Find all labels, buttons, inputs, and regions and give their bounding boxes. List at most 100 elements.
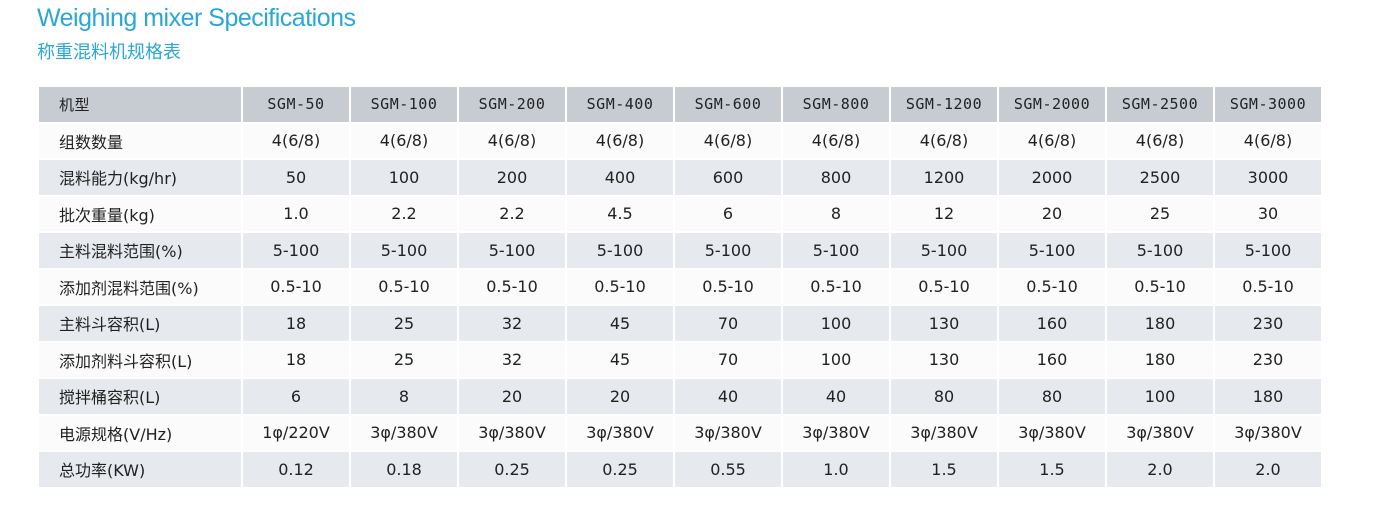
- value-cell: 5-100: [243, 233, 349, 268]
- table-row: 混料能力(kg/hr) 50 100 200 400 600 800 1200 2000 2500…: [39, 160, 1321, 195]
- value-cell: 0.5-10: [783, 269, 889, 304]
- value-cell: 1.0: [783, 452, 889, 487]
- value-cell: 1.5: [891, 452, 997, 487]
- value-cell: 2.0: [1107, 452, 1213, 487]
- value-cell: 4(6/8): [675, 123, 781, 158]
- value-cell: 0.5-10: [243, 269, 349, 304]
- row-label-cell: 电源规格(V/Hz): [39, 415, 241, 450]
- table-row: 批次重量(kg) 1.0 2.2 2.2 4.5 6 8 12 20 25 30: [39, 196, 1321, 231]
- value-cell: 180: [1107, 342, 1213, 377]
- value-cell: 4(6/8): [567, 123, 673, 158]
- value-cell: 4(6/8): [1107, 123, 1213, 158]
- header-model-cell: SGM-200: [459, 87, 565, 122]
- value-cell: 100: [1107, 379, 1213, 414]
- value-cell: 45: [567, 306, 673, 341]
- page-title-en: Weighing mixer Specifications: [37, 4, 356, 32]
- row-label-cell: 搅拌桶容积(L): [39, 379, 241, 414]
- value-cell: 80: [999, 379, 1105, 414]
- header-model-cell: SGM-3000: [1215, 87, 1321, 122]
- value-cell: 8: [783, 196, 889, 231]
- value-cell: 0.25: [459, 452, 565, 487]
- table-row: 主料斗容积(L) 18 25 32 45 70 100 130 160 180 230: [39, 306, 1321, 341]
- value-cell: 45: [567, 342, 673, 377]
- value-cell: 2000: [999, 160, 1105, 195]
- value-cell: 40: [783, 379, 889, 414]
- value-cell: 5-100: [1107, 233, 1213, 268]
- value-cell: 2.0: [1215, 452, 1321, 487]
- value-cell: 230: [1215, 342, 1321, 377]
- value-cell: 5-100: [459, 233, 565, 268]
- value-cell: 2500: [1107, 160, 1213, 195]
- value-cell: 0.5-10: [351, 269, 457, 304]
- value-cell: 800: [783, 160, 889, 195]
- value-cell: 4(6/8): [351, 123, 457, 158]
- value-cell: 3φ/380V: [459, 415, 565, 450]
- value-cell: 18: [243, 306, 349, 341]
- value-cell: 5-100: [783, 233, 889, 268]
- row-label-cell: 组数数量: [39, 123, 241, 158]
- value-cell: 3000: [1215, 160, 1321, 195]
- row-label-cell: 主料混料范围(%): [39, 233, 241, 268]
- value-cell: 3φ/380V: [891, 415, 997, 450]
- value-cell: 5-100: [999, 233, 1105, 268]
- value-cell: 3φ/380V: [1107, 415, 1213, 450]
- value-cell: 0.5-10: [1215, 269, 1321, 304]
- value-cell: 0.5-10: [891, 269, 997, 304]
- value-cell: 8: [351, 379, 457, 414]
- table-row: 总功率(KW) 0.12 0.18 0.25 0.25 0.55 1.0 1.5 1.5 2.0 2…: [39, 452, 1321, 487]
- value-cell: 4(6/8): [891, 123, 997, 158]
- value-cell: 20: [567, 379, 673, 414]
- value-cell: 20: [459, 379, 565, 414]
- value-cell: 70: [675, 306, 781, 341]
- value-cell: 0.55: [675, 452, 781, 487]
- page-title-cn: 称重混料机规格表: [37, 42, 181, 63]
- table-row: 电源规格(V/Hz) 1φ/220V 3φ/380V 3φ/380V 3φ/380V 3φ…: [39, 415, 1321, 450]
- value-cell: 70: [675, 342, 781, 377]
- row-label-cell: 主料斗容积(L): [39, 306, 241, 341]
- value-cell: 1200: [891, 160, 997, 195]
- row-label-cell: 总功率(KW): [39, 452, 241, 487]
- table-row: 搅拌桶容积(L) 6 8 20 20 40 40 80 80 100 180: [39, 379, 1321, 414]
- header-model-cell: SGM-1200: [891, 87, 997, 122]
- value-cell: 18: [243, 342, 349, 377]
- value-cell: 12: [891, 196, 997, 231]
- value-cell: 25: [351, 306, 457, 341]
- row-label-cell: 批次重量(kg): [39, 196, 241, 231]
- value-cell: 130: [891, 342, 997, 377]
- value-cell: 20: [999, 196, 1105, 231]
- value-cell: 160: [999, 306, 1105, 341]
- value-cell: 2.2: [351, 196, 457, 231]
- value-cell: 1φ/220V: [243, 415, 349, 450]
- value-cell: 4(6/8): [783, 123, 889, 158]
- value-cell: 30: [1215, 196, 1321, 231]
- value-cell: 4.5: [567, 196, 673, 231]
- value-cell: 100: [783, 306, 889, 341]
- value-cell: 600: [675, 160, 781, 195]
- value-cell: 0.18: [351, 452, 457, 487]
- value-cell: 5-100: [567, 233, 673, 268]
- value-cell: 40: [675, 379, 781, 414]
- value-cell: 32: [459, 306, 565, 341]
- value-cell: 3φ/380V: [567, 415, 673, 450]
- value-cell: 400: [567, 160, 673, 195]
- header-model-cell: SGM-2000: [999, 87, 1105, 122]
- row-label-cell: 混料能力(kg/hr): [39, 160, 241, 195]
- table-header-row: 机型 SGM-50 SGM-100 SGM-200 SGM-400 SGM-60…: [39, 87, 1321, 122]
- value-cell: 180: [1107, 306, 1213, 341]
- value-cell: 100: [783, 342, 889, 377]
- value-cell: 5-100: [675, 233, 781, 268]
- value-cell: 0.25: [567, 452, 673, 487]
- value-cell: 3φ/380V: [1215, 415, 1321, 450]
- value-cell: 3φ/380V: [783, 415, 889, 450]
- value-cell: 0.5-10: [567, 269, 673, 304]
- value-cell: 3φ/380V: [675, 415, 781, 450]
- value-cell: 2.2: [459, 196, 565, 231]
- value-cell: 32: [459, 342, 565, 377]
- value-cell: 4(6/8): [1215, 123, 1321, 158]
- table-row: 组数数量 4(6/8) 4(6/8) 4(6/8) 4(6/8) 4(6/8) 4(6/8)…: [39, 123, 1321, 158]
- value-cell: 0.12: [243, 452, 349, 487]
- value-cell: 100: [351, 160, 457, 195]
- value-cell: 4(6/8): [243, 123, 349, 158]
- value-cell: 4(6/8): [459, 123, 565, 158]
- value-cell: 130: [891, 306, 997, 341]
